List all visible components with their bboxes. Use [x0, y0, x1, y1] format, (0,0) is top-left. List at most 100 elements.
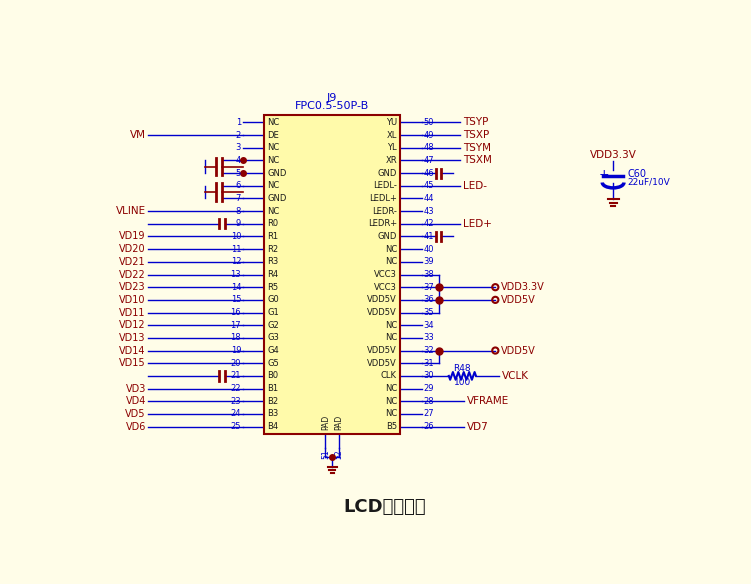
Text: 49: 49: [424, 131, 434, 140]
Text: VDD5V: VDD5V: [367, 296, 397, 304]
Text: 12: 12: [231, 258, 241, 266]
Text: NC: NC: [385, 409, 397, 418]
Text: B5: B5: [386, 422, 397, 431]
Text: 32: 32: [424, 346, 434, 355]
Text: LCD接口插座: LCD接口插座: [343, 498, 426, 516]
Text: GND: GND: [267, 194, 287, 203]
Text: VDD5V: VDD5V: [501, 346, 535, 356]
Text: LEDL+: LEDL+: [369, 194, 397, 203]
Text: 40: 40: [424, 245, 434, 253]
Text: 50: 50: [424, 118, 434, 127]
Text: VD7: VD7: [466, 422, 488, 432]
Text: GND: GND: [378, 232, 397, 241]
Text: G1: G1: [267, 308, 279, 317]
Text: B0: B0: [267, 371, 279, 380]
Text: VD12: VD12: [119, 320, 146, 330]
Text: VD4: VD4: [125, 397, 146, 406]
Text: 39: 39: [424, 258, 434, 266]
Text: 26: 26: [424, 422, 434, 431]
Text: 6: 6: [236, 181, 241, 190]
Text: VDD5V: VDD5V: [367, 359, 397, 368]
Text: 29: 29: [424, 384, 434, 393]
Bar: [264, 114, 400, 434]
Text: 52: 52: [334, 449, 343, 458]
Text: VM: VM: [130, 130, 146, 140]
Text: G2: G2: [267, 321, 279, 330]
Text: 14: 14: [231, 283, 241, 291]
Text: G5: G5: [267, 359, 279, 368]
Text: YL: YL: [388, 143, 397, 152]
Text: 21: 21: [231, 371, 241, 380]
Text: LEDR+: LEDR+: [368, 220, 397, 228]
Text: 38: 38: [424, 270, 434, 279]
Text: VD23: VD23: [119, 282, 146, 292]
Text: 42: 42: [424, 220, 434, 228]
Text: NC: NC: [385, 397, 397, 406]
Text: 44: 44: [424, 194, 434, 203]
Text: XR: XR: [385, 156, 397, 165]
Text: 35: 35: [424, 308, 434, 317]
Text: VDD5V: VDD5V: [367, 346, 397, 355]
Text: NC: NC: [385, 333, 397, 342]
Text: DE: DE: [267, 131, 279, 140]
Text: 22: 22: [231, 384, 241, 393]
Text: 5: 5: [236, 169, 241, 178]
Text: VD14: VD14: [119, 346, 146, 356]
Text: 17: 17: [231, 321, 241, 330]
Text: VCC3: VCC3: [374, 270, 397, 279]
Text: G4: G4: [267, 346, 279, 355]
Text: J9: J9: [327, 93, 337, 103]
Text: 47: 47: [424, 156, 434, 165]
Text: B1: B1: [267, 384, 279, 393]
Text: 24: 24: [231, 409, 241, 418]
Text: 37: 37: [424, 283, 434, 291]
Text: VDD3.3V: VDD3.3V: [501, 282, 544, 292]
Text: TSYM: TSYM: [463, 142, 490, 153]
Text: B3: B3: [267, 409, 279, 418]
Text: G3: G3: [267, 333, 279, 342]
Text: NC: NC: [267, 156, 279, 165]
Text: R48: R48: [454, 364, 471, 374]
Text: PAD: PAD: [334, 415, 343, 430]
Text: 20: 20: [231, 359, 241, 368]
Text: 31: 31: [424, 359, 434, 368]
Text: VD11: VD11: [119, 308, 146, 318]
Text: CLK: CLK: [381, 371, 397, 380]
Text: R2: R2: [267, 245, 279, 253]
Text: 46: 46: [424, 169, 434, 178]
Text: VFRAME: VFRAME: [466, 397, 509, 406]
Text: 25: 25: [231, 422, 241, 431]
Text: C60: C60: [627, 169, 646, 179]
Text: VDD5V: VDD5V: [367, 308, 397, 317]
Text: YU: YU: [386, 118, 397, 127]
Text: VLINE: VLINE: [116, 206, 146, 216]
Text: VDD3.3V: VDD3.3V: [590, 150, 637, 160]
Text: 3: 3: [236, 143, 241, 152]
Text: 34: 34: [424, 321, 434, 330]
Text: NC: NC: [267, 207, 279, 215]
Text: XL: XL: [387, 131, 397, 140]
Text: 11: 11: [231, 245, 241, 253]
Text: NC: NC: [267, 181, 279, 190]
Text: 23: 23: [231, 397, 241, 406]
Text: 19: 19: [231, 346, 241, 355]
Text: VD21: VD21: [119, 257, 146, 267]
Text: GND: GND: [267, 169, 287, 178]
Text: VD13: VD13: [119, 333, 146, 343]
Text: 45: 45: [424, 181, 434, 190]
Text: VCC3: VCC3: [374, 283, 397, 291]
Text: +: +: [599, 168, 609, 180]
Text: 100: 100: [454, 378, 471, 387]
Text: 15: 15: [231, 296, 241, 304]
Text: 13: 13: [231, 270, 241, 279]
Text: 51: 51: [321, 449, 330, 458]
Text: B2: B2: [267, 397, 279, 406]
Text: 4: 4: [236, 156, 241, 165]
Text: 7: 7: [236, 194, 241, 203]
Text: VD15: VD15: [119, 358, 146, 369]
Text: 22uF/10V: 22uF/10V: [627, 177, 670, 186]
Text: VD20: VD20: [119, 244, 146, 254]
Text: VD19: VD19: [119, 231, 146, 242]
Text: NC: NC: [267, 143, 279, 152]
Text: VCLK: VCLK: [502, 371, 529, 381]
